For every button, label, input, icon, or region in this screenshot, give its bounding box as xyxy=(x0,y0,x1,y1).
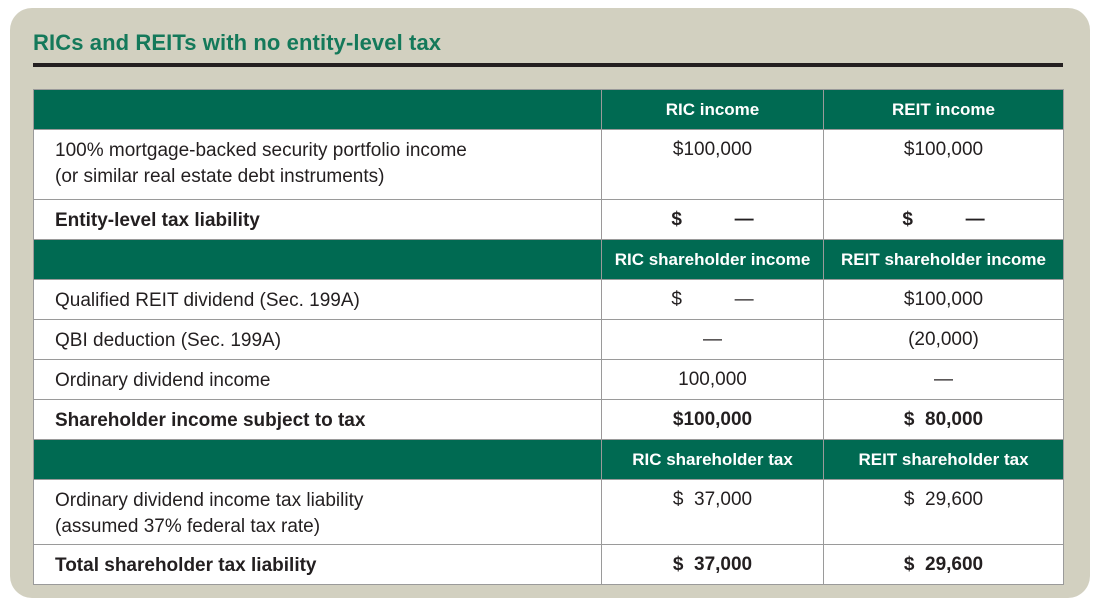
ric-value: $100,000 xyxy=(601,399,824,440)
table-row-total-shareholder-tax-liability: Total shareholder tax liability $ 37,000… xyxy=(33,544,1064,585)
header-row-shareholder-income: RIC shareholder income REIT shareholder … xyxy=(33,239,1064,280)
header-cell-ric-shareholder-tax: RIC shareholder tax xyxy=(601,439,824,480)
header-row-entity-income: RIC income REIT income xyxy=(33,89,1064,130)
header-cell-blank-1 xyxy=(33,89,602,130)
ric-reit-tax-table: RIC income REIT income 100% mortgage-bac… xyxy=(33,89,1064,585)
exhibit-card: RICs and REITs with no entity-level tax … xyxy=(10,8,1090,598)
reit-value: (20,000) xyxy=(823,319,1064,360)
exhibit-title: RICs and REITs with no entity-level tax xyxy=(33,30,442,55)
reit-value: — xyxy=(823,359,1064,400)
title-rule xyxy=(33,63,1063,67)
reit-value: $ 29,600 xyxy=(823,544,1064,585)
header-cell-reit-income: REIT income xyxy=(823,89,1064,130)
header-cell-ric-income: RIC income xyxy=(601,89,824,130)
row-label: Ordinary dividend income tax liability (… xyxy=(33,479,602,545)
header-row-shareholder-tax: RIC shareholder tax REIT shareholder tax xyxy=(33,439,1064,480)
row-label: QBI deduction (Sec. 199A) xyxy=(33,319,602,360)
header-cell-blank-3 xyxy=(33,439,602,480)
table-row-qualified-reit-dividend: Qualified REIT dividend (Sec. 199A) $ — … xyxy=(33,279,1064,320)
reit-value: $ 80,000 xyxy=(823,399,1064,440)
table-row-ordinary-dividend-income: Ordinary dividend income 100,000 — xyxy=(33,359,1064,400)
ric-value: $100,000 xyxy=(601,129,824,200)
ric-value: $ 37,000 xyxy=(601,544,824,585)
ric-value: $ — xyxy=(601,199,824,240)
table-row-shareholder-income-subject-to-tax: Shareholder income subject to tax $100,0… xyxy=(33,399,1064,440)
reit-value: $100,000 xyxy=(823,129,1064,200)
row-label: Total shareholder tax liability xyxy=(33,544,602,585)
header-cell-blank-2 xyxy=(33,239,602,280)
header-cell-reit-shareholder-tax: REIT shareholder tax xyxy=(823,439,1064,480)
ric-value: $ 37,000 xyxy=(601,479,824,545)
reit-value: $ — xyxy=(823,199,1064,240)
row-label: Ordinary dividend income xyxy=(33,359,602,400)
table-row-qbi-deduction: QBI deduction (Sec. 199A) — (20,000) xyxy=(33,319,1064,360)
ric-value: $ — xyxy=(601,279,824,320)
table-row-ordinary-dividend-income-tax-liability: Ordinary dividend income tax liability (… xyxy=(33,479,1064,545)
ric-value: — xyxy=(601,319,824,360)
row-label: 100% mortgage-backed security portfolio … xyxy=(33,129,602,200)
reit-value: $ 29,600 xyxy=(823,479,1064,545)
ric-value: 100,000 xyxy=(601,359,824,400)
header-cell-ric-shareholder-income: RIC shareholder income xyxy=(601,239,824,280)
row-label: Qualified REIT dividend (Sec. 199A) xyxy=(33,279,602,320)
row-label: Entity-level tax liability xyxy=(33,199,602,240)
row-label: Shareholder income subject to tax xyxy=(33,399,602,440)
header-cell-reit-shareholder-income: REIT shareholder income xyxy=(823,239,1064,280)
table-row-mbs-portfolio-income: 100% mortgage-backed security portfolio … xyxy=(33,129,1064,200)
reit-value: $100,000 xyxy=(823,279,1064,320)
table-row-entity-level-tax-liability: Entity-level tax liability $ — $ — xyxy=(33,199,1064,240)
